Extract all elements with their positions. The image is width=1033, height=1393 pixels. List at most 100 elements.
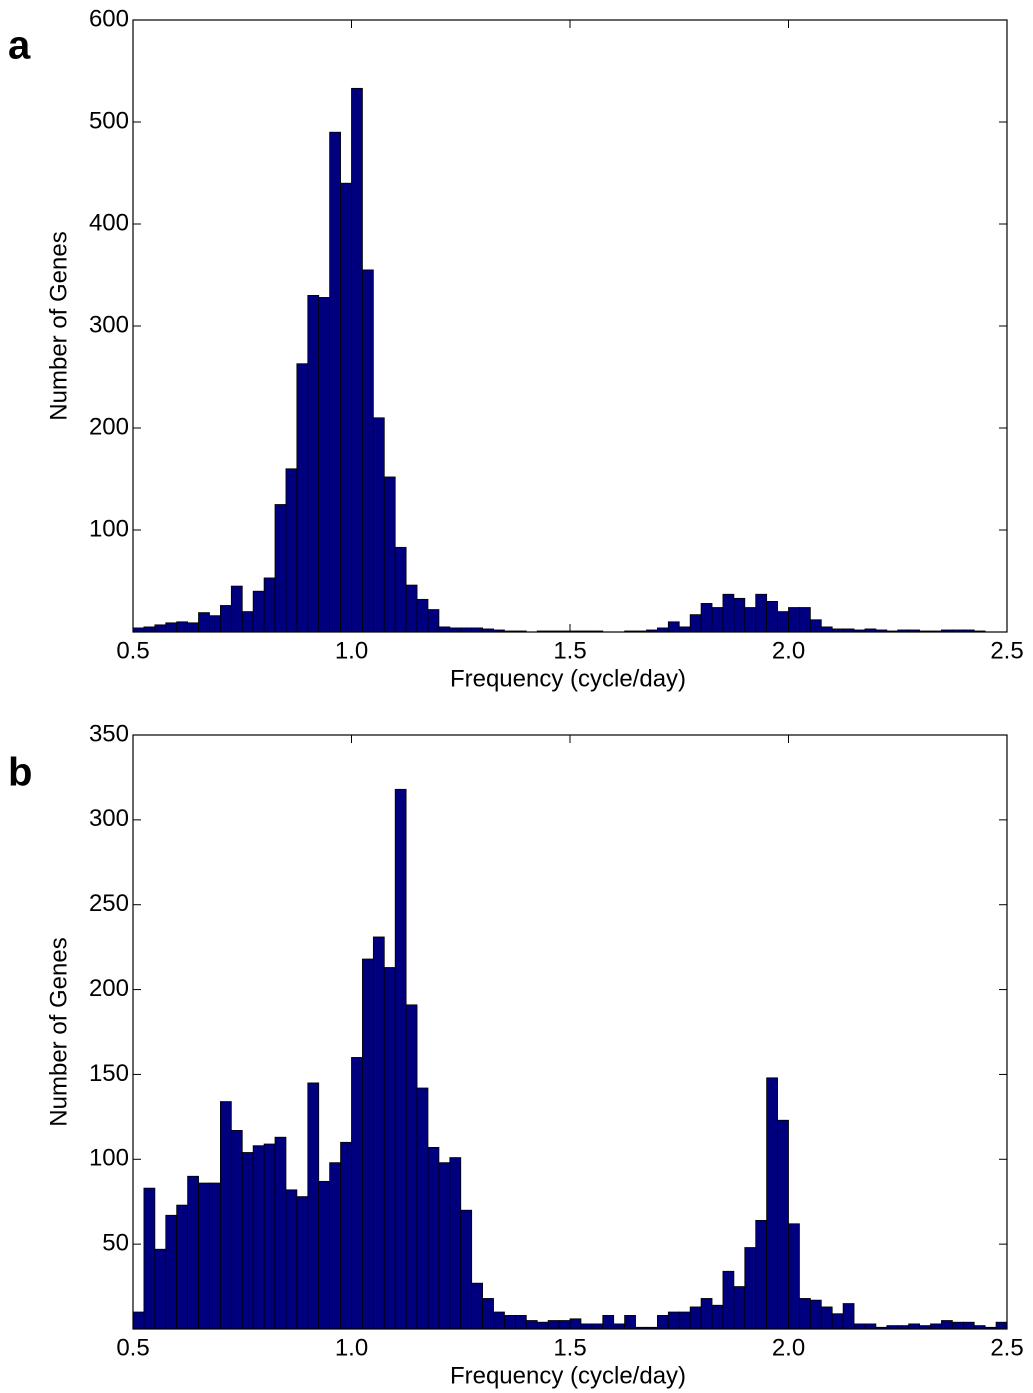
x-tick-label: 2.5	[990, 1334, 1023, 1361]
bar	[820, 626, 833, 633]
bar	[809, 1299, 822, 1330]
bar	[198, 1182, 210, 1330]
y-tick-label: 50	[102, 1229, 129, 1256]
bar	[274, 504, 287, 633]
y-tick-label: 200	[89, 975, 129, 1002]
bar	[711, 607, 724, 633]
bar	[362, 269, 374, 633]
bar	[351, 87, 363, 633]
bar	[667, 621, 680, 633]
bar	[678, 626, 691, 633]
x-tick-label: 1.0	[335, 637, 368, 664]
bar	[154, 1248, 167, 1330]
bar	[187, 622, 199, 633]
bar	[187, 1175, 199, 1330]
bar	[252, 1145, 265, 1330]
x-tick-label: 0.5	[116, 1334, 149, 1361]
bar	[285, 468, 298, 633]
bar	[209, 1182, 221, 1330]
bar	[340, 1141, 352, 1330]
bar	[733, 1286, 746, 1330]
bar	[842, 1303, 855, 1330]
bar	[143, 1187, 156, 1330]
bar	[154, 624, 167, 633]
bar	[908, 1323, 920, 1330]
bar	[329, 1162, 341, 1330]
bar	[755, 1219, 768, 1330]
bar	[722, 593, 735, 633]
bar	[263, 1143, 276, 1330]
bar	[416, 1087, 429, 1330]
bar	[230, 585, 243, 633]
x-axis-label: Frequency (cycle/day)	[450, 1362, 686, 1389]
bar	[788, 607, 800, 633]
bar	[329, 131, 341, 633]
y-tick-label: 400	[89, 209, 129, 236]
bar	[657, 1315, 669, 1330]
bar	[744, 1247, 757, 1330]
panel-label: a	[8, 24, 31, 68]
x-tick-label: 2.0	[772, 1334, 805, 1361]
bar	[307, 294, 320, 633]
bar	[165, 1214, 178, 1330]
bar	[624, 1315, 636, 1330]
bar	[722, 1270, 735, 1330]
y-tick-label: 100	[89, 515, 129, 542]
bar	[460, 627, 473, 633]
bar	[241, 611, 254, 633]
x-axis-label: Frequency (cycle/day)	[450, 665, 686, 692]
bar	[394, 788, 407, 1330]
bar	[285, 1189, 298, 1330]
bar	[438, 1162, 451, 1330]
bar	[263, 577, 276, 633]
bar	[405, 584, 418, 633]
bar	[733, 597, 746, 633]
bar	[536, 1321, 549, 1330]
bar	[514, 1315, 527, 1330]
y-tick-label: 600	[89, 5, 129, 32]
bar	[941, 1320, 953, 1330]
bar	[711, 1304, 724, 1330]
bar	[864, 1323, 877, 1330]
bar	[777, 611, 789, 633]
bar	[416, 598, 429, 633]
bar	[744, 607, 757, 633]
bar	[853, 1323, 866, 1330]
bar	[241, 1152, 254, 1330]
bar	[405, 1004, 418, 1330]
plot-background	[133, 20, 1007, 632]
x-tick-label: 1.5	[553, 637, 586, 664]
bar	[165, 622, 178, 633]
bar	[230, 1130, 243, 1330]
y-tick-label: 200	[89, 413, 129, 440]
x-tick-label: 1.5	[553, 1334, 586, 1361]
bar	[132, 627, 145, 633]
x-tick-label: 0.5	[116, 637, 149, 664]
bar	[547, 1320, 560, 1330]
bar	[449, 1157, 462, 1330]
bar	[176, 1204, 189, 1330]
bar	[427, 609, 440, 633]
y-axis-label: Number of Genes	[45, 231, 72, 420]
bar	[209, 615, 221, 633]
bar	[930, 1323, 942, 1330]
bar	[700, 603, 713, 633]
bar	[831, 1313, 844, 1330]
bar	[438, 626, 451, 633]
bar	[558, 1320, 571, 1330]
bar	[678, 1311, 691, 1330]
bar	[372, 417, 385, 633]
bar	[799, 607, 811, 633]
bar	[198, 612, 210, 633]
bar	[482, 1298, 494, 1330]
bar	[504, 1315, 516, 1330]
bar	[219, 1101, 232, 1330]
bar	[307, 1082, 320, 1330]
bar	[569, 1318, 582, 1330]
y-tick-label: 150	[89, 1060, 129, 1087]
bar	[809, 619, 822, 633]
x-tick-label: 2.0	[772, 637, 805, 664]
bar	[383, 476, 396, 633]
bar	[788, 1223, 800, 1330]
